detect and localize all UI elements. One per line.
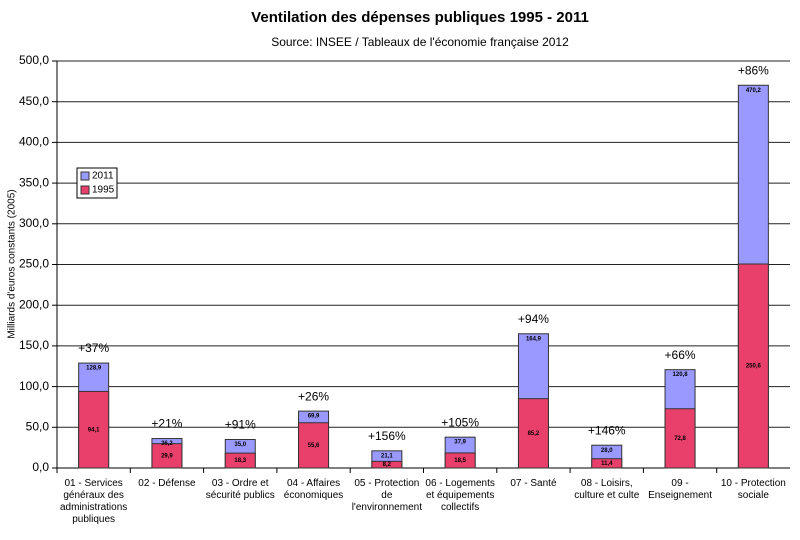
- y-axis-label: Milliards d'euros constants (2005): [7, 189, 18, 338]
- value-label: 36,2: [161, 441, 173, 447]
- y-tick-label: 300,0: [19, 216, 49, 230]
- chart-subtitle: Source: INSEE / Tableaux de l'économie f…: [271, 35, 569, 49]
- x-tick-label: 02 - Défense: [138, 478, 196, 489]
- bar: [664, 408, 696, 469]
- bar: [737, 263, 769, 469]
- annotation: +94%: [518, 312, 549, 326]
- x-tick-label: 04 - Affaires économiques: [283, 478, 344, 501]
- bar: [78, 390, 110, 469]
- x-tick-label: 08 - Loisirs, culture et culte: [574, 478, 640, 501]
- x-tick-label: 06 - Logements et équipements collectifs: [425, 478, 495, 513]
- y-tick-label: 450,0: [19, 94, 49, 108]
- annotation: +86%: [738, 63, 769, 77]
- annotation: +26%: [298, 389, 329, 403]
- value-label: 85,2: [528, 431, 540, 437]
- value-label: 29,9: [161, 453, 173, 459]
- y-tick-label: 200,0: [19, 297, 49, 311]
- annotation: +37%: [78, 341, 109, 355]
- y-tick-label: 250,0: [19, 257, 49, 271]
- value-label: 120,8: [673, 372, 689, 378]
- x-tick-label: 05 - Protection de l'environnement: [351, 478, 422, 513]
- x-tick-label: 09 - Enseignement: [648, 478, 713, 501]
- value-label: 94,1: [88, 427, 100, 433]
- value-label: 69,9: [308, 414, 320, 420]
- legend-label: 2011: [92, 171, 114, 182]
- y-tick-label: 150,0: [19, 338, 49, 352]
- bar: [371, 460, 403, 469]
- value-label: 18,5: [454, 458, 466, 464]
- y-tick-label: 0,0: [32, 460, 49, 474]
- value-label: 250,6: [746, 364, 762, 370]
- value-label: 55,6: [308, 443, 320, 449]
- legend-swatch: [80, 185, 90, 195]
- chart-title: Ventilation des dépenses publiques 1995 …: [251, 9, 589, 26]
- x-tick-label: 01 - Services généraux des administratio…: [60, 478, 128, 525]
- bar: [517, 398, 549, 469]
- value-label: 18,3: [234, 458, 246, 464]
- y-tick-label: 50,0: [26, 419, 50, 433]
- x-tick-label: 03 - Ordre et sécurité publics: [205, 478, 275, 501]
- value-label: 28,0: [601, 448, 613, 454]
- bar: [298, 422, 330, 469]
- y-tick-label: 400,0: [19, 135, 49, 149]
- y-tick-label: 100,0: [19, 379, 49, 393]
- x-tick-label: 10 - Protection sociale: [720, 478, 786, 501]
- value-label: 128,9: [86, 366, 102, 372]
- value-label: 37,9: [454, 440, 466, 446]
- annotation: +146%: [588, 423, 626, 437]
- legend-label: 1995: [92, 185, 115, 196]
- value-label: 35,0: [234, 442, 246, 448]
- value-label: 470,2: [746, 88, 762, 94]
- annotation: +66%: [665, 348, 696, 362]
- bar: [444, 452, 476, 469]
- value-label: 21,1: [381, 453, 393, 459]
- value-label: 72,8: [674, 436, 686, 442]
- y-tick-label: 500,0: [19, 53, 49, 67]
- annotation: +105%: [441, 415, 479, 429]
- y-tick-label: 350,0: [19, 175, 49, 189]
- value-label: 8,2: [383, 462, 392, 468]
- bar: [224, 452, 256, 469]
- annotation: +156%: [368, 429, 406, 443]
- annotation: +91%: [225, 418, 256, 432]
- annotation: +21%: [151, 417, 182, 431]
- value-label: 11,4: [601, 461, 613, 467]
- legend-swatch: [80, 171, 90, 181]
- value-label: 164,9: [526, 336, 542, 342]
- bar: [591, 458, 623, 469]
- bar: [151, 443, 183, 469]
- x-tick-label: 07 - Santé: [510, 478, 557, 489]
